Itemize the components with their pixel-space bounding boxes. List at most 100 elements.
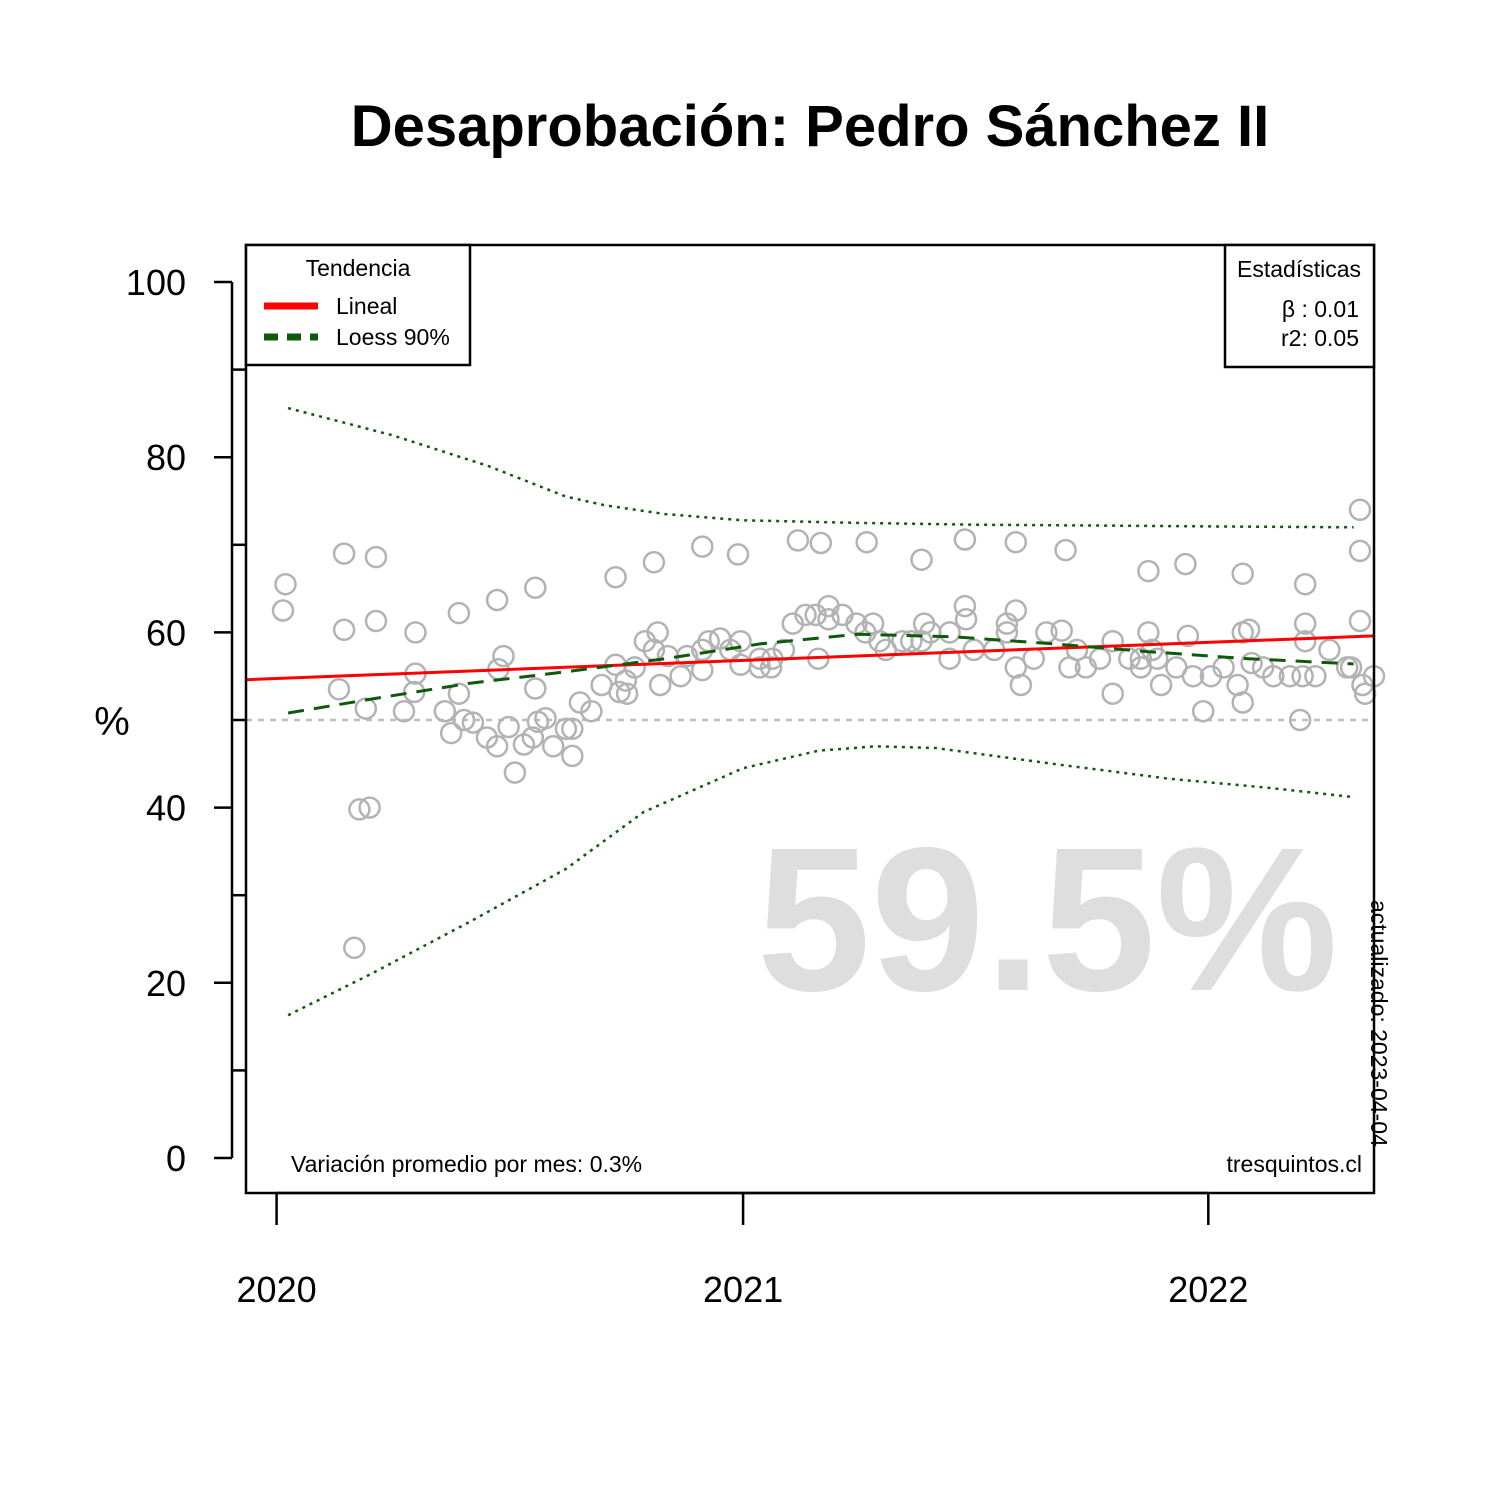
data-point	[1262, 664, 1285, 688]
data-point	[604, 565, 627, 589]
data-point	[1176, 624, 1200, 648]
stats-beta: β : 0.01	[1282, 296, 1359, 322]
updated-note: actualizado: 2023-04-04	[1366, 900, 1392, 1147]
data-point	[1231, 691, 1254, 714]
plot-area: 59.5%	[244, 243, 1386, 1195]
data-point	[995, 621, 1019, 644]
data-point	[669, 664, 692, 688]
data-point	[954, 608, 978, 631]
data-point	[691, 535, 714, 558]
data-point	[1009, 673, 1033, 697]
data-point	[1348, 539, 1372, 563]
stats-r2: r2: 0.05	[1281, 325, 1359, 351]
data-point	[534, 706, 557, 730]
legend-item-linear: Lineal	[336, 293, 397, 319]
data-point	[1174, 552, 1197, 576]
data-point	[726, 543, 750, 566]
data-point	[953, 528, 977, 551]
data-point	[447, 601, 471, 625]
data-point	[274, 572, 297, 596]
x-tick-label: 2021	[703, 1269, 783, 1310]
data-point	[1050, 619, 1073, 642]
y-tick-label: 100	[126, 262, 186, 303]
data-point	[1291, 664, 1314, 688]
data-point	[608, 680, 631, 704]
x-tick-label: 2022	[1168, 1269, 1248, 1310]
data-point	[1149, 673, 1173, 697]
data-point	[615, 682, 639, 705]
data-point	[1293, 629, 1317, 653]
data-point	[1231, 562, 1254, 585]
data-point	[1293, 612, 1317, 635]
x-tick-label: 2020	[237, 1269, 317, 1310]
data-point	[1348, 609, 1372, 633]
footer-variation: Variación promedio por mes: 0.3%	[291, 1151, 642, 1177]
data-point	[1101, 629, 1124, 653]
data-point	[1288, 708, 1312, 732]
data-point	[794, 603, 817, 627]
data-point	[1339, 656, 1363, 679]
data-point	[497, 715, 520, 739]
data-point	[461, 711, 485, 734]
data-point	[580, 699, 603, 723]
legend: Tendencia Lineal Loess 90%	[244, 243, 472, 367]
data-point	[1004, 530, 1028, 554]
data-point	[364, 545, 388, 569]
stats-title: Estadísticas	[1237, 256, 1361, 282]
linear-trend-line	[245, 634, 1375, 682]
data-point	[332, 618, 356, 642]
data-point	[485, 735, 509, 758]
data-point	[452, 708, 476, 732]
data-point	[1293, 572, 1317, 596]
data-point	[561, 717, 584, 741]
data-point	[759, 656, 783, 679]
data-point	[1318, 638, 1341, 662]
stats-frame	[1223, 243, 1376, 369]
data-point	[1101, 682, 1124, 705]
data-point	[521, 726, 545, 749]
data-point	[1278, 664, 1302, 688]
data-point	[953, 594, 977, 618]
x-axis: 2020 2021 2022	[237, 1191, 1248, 1310]
data-point	[554, 717, 578, 741]
data-point	[404, 621, 427, 644]
data-point	[392, 699, 416, 723]
data-point	[938, 647, 961, 670]
data-point	[642, 551, 666, 574]
data-point	[561, 744, 584, 768]
data-point	[786, 529, 810, 552]
data-point	[358, 796, 381, 819]
y-axis: 0 20 40 60 80 100	[126, 262, 246, 1179]
data-point	[646, 621, 669, 644]
data-point	[503, 761, 527, 784]
data-point	[900, 629, 923, 653]
data-point	[729, 629, 752, 653]
data-point	[524, 576, 547, 599]
data-point	[524, 677, 547, 700]
y-tick-label: 20	[146, 963, 186, 1004]
data-point	[648, 673, 672, 697]
data-point	[1240, 651, 1263, 675]
data-point	[1348, 498, 1372, 522]
data-point	[271, 599, 295, 622]
legend-item-loess: Loess 90%	[336, 324, 450, 350]
data-point	[327, 678, 351, 701]
data-point	[1181, 664, 1205, 688]
data-point	[1054, 538, 1077, 562]
data-point	[1304, 664, 1327, 688]
data-point	[910, 548, 933, 571]
data-point	[1137, 559, 1160, 583]
y-axis-label: %	[94, 700, 130, 744]
data-point	[1004, 599, 1028, 622]
data-point	[1137, 621, 1160, 644]
data-point	[809, 531, 833, 555]
data-point	[348, 798, 371, 821]
big-value-label: 59.5%	[757, 805, 1338, 1034]
y-tick-label: 60	[146, 612, 186, 653]
data-point	[485, 588, 509, 612]
data-point	[447, 682, 471, 705]
data-point	[855, 530, 878, 554]
data-point	[433, 699, 457, 723]
data-point	[541, 735, 565, 758]
